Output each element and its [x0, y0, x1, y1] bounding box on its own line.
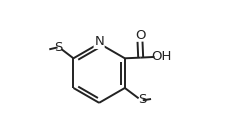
Text: OH: OH [151, 50, 171, 63]
Text: N: N [94, 35, 104, 48]
Text: S: S [137, 93, 146, 107]
Text: S: S [54, 41, 62, 54]
Text: O: O [134, 29, 145, 43]
